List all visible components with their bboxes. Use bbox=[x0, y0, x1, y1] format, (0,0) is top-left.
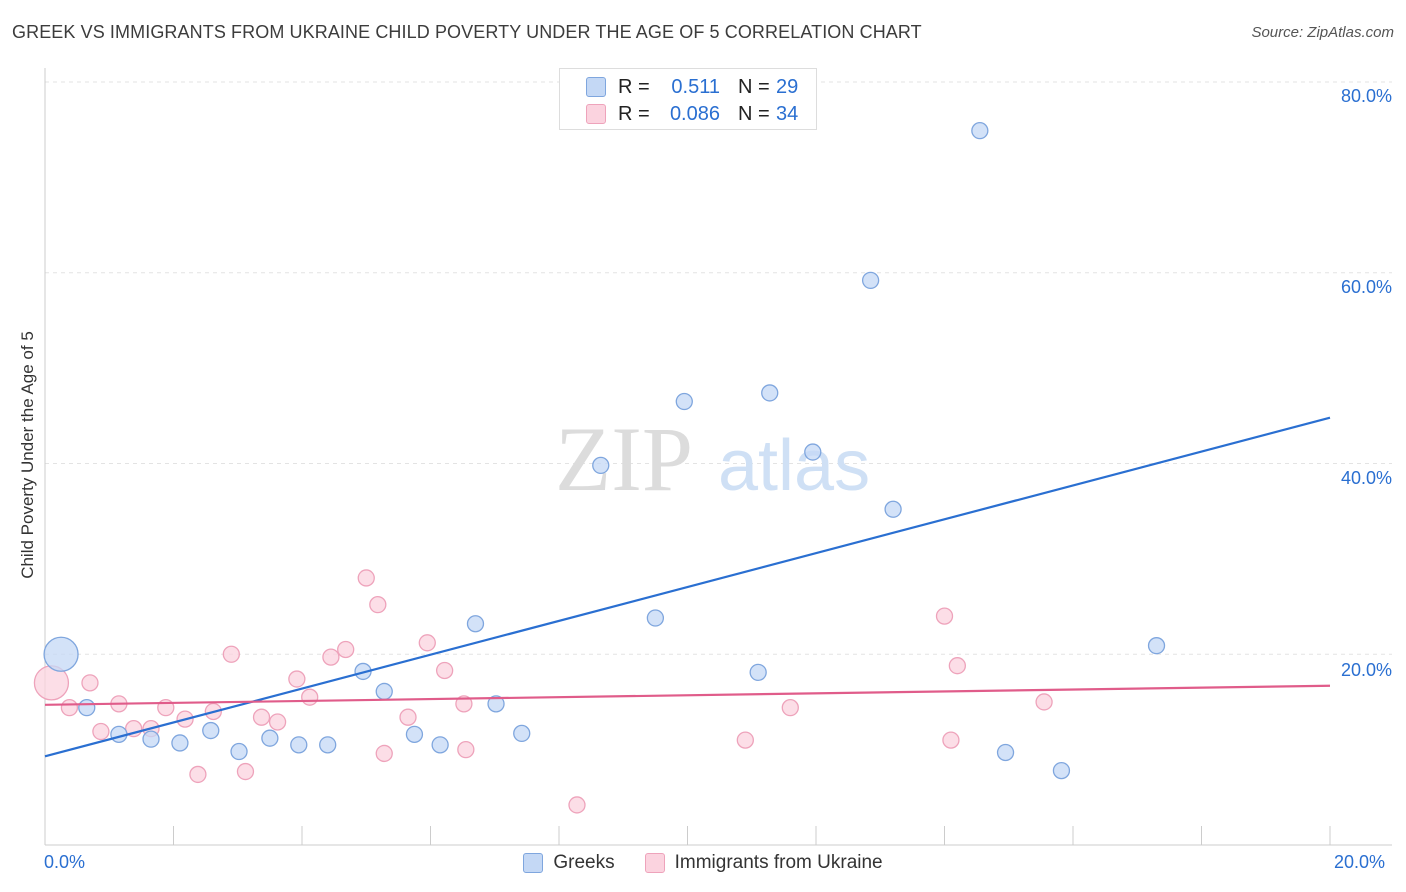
stats-legend-box: R = 0.511 N = 29 R = 0.086 N = 34 bbox=[559, 68, 817, 130]
greeks-point bbox=[804, 443, 822, 461]
greeks-point bbox=[171, 734, 189, 752]
ukraine-point bbox=[357, 569, 375, 587]
watermark-zip: ZIP bbox=[555, 408, 693, 510]
chart-title: GREEK VS IMMIGRANTS FROM UKRAINE CHILD P… bbox=[12, 22, 922, 42]
greeks-point bbox=[1052, 761, 1071, 780]
ukraine-point bbox=[222, 645, 240, 663]
ukraine-point bbox=[375, 744, 393, 763]
greeks-point bbox=[261, 729, 279, 747]
watermark-atlas: atlas bbox=[718, 426, 870, 506]
greeks-point bbox=[466, 615, 485, 633]
greeks-point bbox=[513, 724, 531, 743]
gridlines bbox=[45, 81, 1392, 655]
greeks-point bbox=[675, 392, 693, 411]
greeks-point bbox=[996, 743, 1015, 762]
greeks-point bbox=[487, 695, 505, 713]
greeks-r-value: 0.511 bbox=[671, 75, 720, 98]
ukraine-point bbox=[781, 699, 799, 717]
stats-row-ukraine: R = 0.086 N = 34 bbox=[586, 101, 798, 127]
ukraine-point bbox=[322, 648, 340, 666]
ukraine-point bbox=[92, 722, 110, 741]
ukraine-point bbox=[935, 607, 954, 625]
greeks-point bbox=[230, 742, 248, 761]
ukraine-point bbox=[60, 699, 79, 717]
n-label: N = bbox=[738, 102, 770, 125]
legend-ukraine-label: Immigrants from Ukraine bbox=[674, 852, 883, 873]
ukraine-point bbox=[568, 796, 586, 814]
ukraine-point bbox=[268, 713, 287, 731]
ukraine-swatch bbox=[586, 104, 606, 124]
greeks-point bbox=[646, 609, 665, 627]
greeks-point bbox=[592, 456, 610, 475]
legend-item-ukraine[interactable]: Immigrants from Ukraine bbox=[644, 852, 883, 874]
source-label: Source: ZipAtlas.com bbox=[1251, 24, 1394, 41]
ukraine-point bbox=[399, 708, 417, 726]
ukraine-point bbox=[288, 670, 306, 688]
ukraine-r-value: 0.086 bbox=[669, 102, 720, 125]
legend-greeks-label: Greeks bbox=[553, 852, 615, 873]
legend-ukraine-swatch bbox=[644, 853, 665, 873]
legend-greeks-swatch bbox=[523, 853, 544, 873]
ukraine-point bbox=[236, 762, 255, 781]
ukraine-point bbox=[369, 596, 387, 614]
ukraine-point bbox=[942, 731, 960, 749]
ukraine-point bbox=[435, 661, 454, 680]
y-axis-label: Child Poverty Under the Age of 5 bbox=[18, 331, 37, 579]
ukraine-point bbox=[948, 657, 966, 675]
greeks-point bbox=[431, 736, 449, 754]
greeks-point bbox=[319, 736, 337, 754]
y-tick-label-80: 80.0% bbox=[1340, 86, 1392, 106]
greeks-point bbox=[884, 500, 902, 518]
greeks-points bbox=[43, 121, 1166, 780]
ukraine-trend-line bbox=[44, 684, 1331, 706]
greeks-point bbox=[761, 384, 779, 402]
greeks-point bbox=[290, 736, 308, 754]
n-label: N = bbox=[738, 75, 770, 98]
ukraine-point bbox=[418, 634, 436, 652]
y-tick-label-60: 60.0% bbox=[1340, 277, 1392, 297]
greeks-point bbox=[78, 699, 96, 717]
x-tick-label-min: 0.0% bbox=[44, 852, 86, 872]
greeks-point bbox=[142, 730, 160, 748]
ukraine-point bbox=[736, 731, 754, 749]
bottom-legend: Greeks Immigrants from Ukraine bbox=[0, 852, 1406, 874]
ukraine-point bbox=[252, 708, 271, 726]
ukraine-point bbox=[301, 688, 319, 706]
legend-item-greeks[interactable]: Greeks bbox=[523, 852, 615, 874]
y-tick-label-20: 20.0% bbox=[1340, 660, 1392, 680]
greeks-point bbox=[1147, 637, 1166, 655]
greeks-point bbox=[405, 725, 424, 744]
greeks-point bbox=[375, 682, 393, 701]
greeks-trend-line bbox=[44, 416, 1331, 758]
greeks-n-value: 29 bbox=[776, 75, 799, 98]
r-label: R = bbox=[618, 102, 650, 125]
x-tick-label-max: 20.0% bbox=[1334, 852, 1386, 872]
r-label: R = bbox=[618, 75, 650, 98]
ukraine-point bbox=[189, 765, 207, 784]
greeks-point bbox=[43, 636, 79, 672]
ukraine-point bbox=[81, 674, 99, 692]
ukraine-n-value: 34 bbox=[776, 102, 799, 125]
greeks-point bbox=[749, 663, 767, 682]
ukraine-point bbox=[1035, 693, 1053, 711]
stats-row-greeks: R = 0.511 N = 29 bbox=[586, 74, 798, 100]
ukraine-point bbox=[455, 695, 473, 713]
greeks-point bbox=[861, 271, 880, 290]
greeks-swatch bbox=[586, 77, 606, 97]
greeks-point bbox=[202, 721, 220, 740]
greeks-point bbox=[971, 121, 989, 140]
axes bbox=[44, 68, 1392, 846]
trend-lines bbox=[44, 416, 1331, 758]
ukraine-point bbox=[337, 640, 355, 659]
zipatlas-watermark: ZIP atlas bbox=[555, 408, 870, 510]
ukraine-point bbox=[457, 740, 475, 759]
y-tick-label-40: 40.0% bbox=[1340, 468, 1392, 488]
